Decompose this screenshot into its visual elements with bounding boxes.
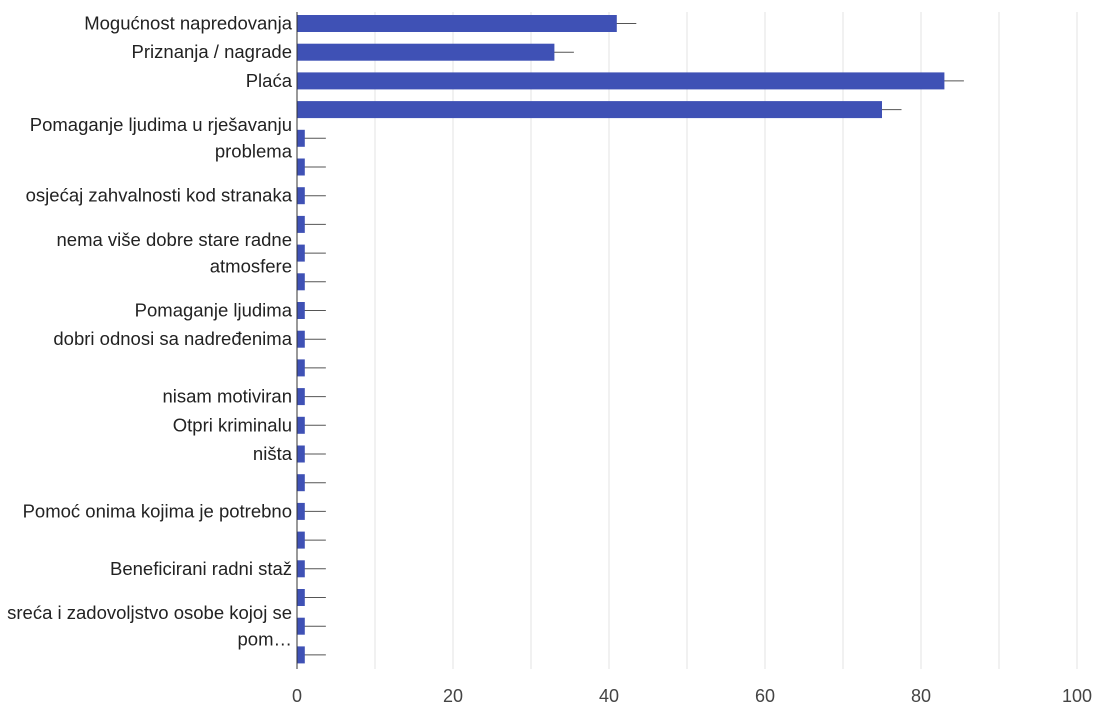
category-label: Pomoć onima kojima je potrebno [23,500,292,521]
bar [297,330,305,348]
bar [297,560,305,578]
bar [297,187,305,205]
bar [297,302,305,319]
bar [297,158,305,176]
category-label: Mogućnost napredovanja [84,13,292,34]
x-tick-label: 0 [292,686,302,706]
category-label: Otpri kriminalu [173,414,292,435]
bar [297,15,617,32]
bar [297,129,305,147]
category-label: dobri odnosi sa nadređenima [53,328,292,349]
bar [297,101,882,119]
category-label: Pomaganje ljudima [135,300,293,321]
bar [297,617,305,635]
bar [297,646,305,664]
category-labels: Mogućnost napredovanja Priznanja / nagrad… [7,13,293,650]
x-tick-label: 40 [599,686,619,706]
bar [297,273,305,291]
bar [297,244,305,262]
category-label: Priznanja / nagrade [132,41,292,62]
bar [297,445,305,463]
x-tick-label: 80 [911,686,931,706]
category-label: Beneficirani radni staž [110,558,292,579]
gridlines [374,12,1078,669]
bar [297,215,305,233]
x-tick-label: 20 [443,686,463,706]
category-label: Plaća [246,70,293,91]
category-label: nisam motiviran [162,386,292,407]
bar [297,43,555,61]
bars [297,15,945,664]
x-tick-labels: 0 20 40 60 80 100 [292,686,1092,706]
category-label: sreća i zadovoljstvo osobe kojoj se pom… [7,602,292,650]
bar [297,531,305,549]
category-label: nema više dobre stare radne atmosfere [57,229,293,277]
x-tick-label: 100 [1062,686,1092,706]
bar [297,388,305,406]
bar [297,72,945,90]
bar [297,502,305,520]
category-label: ništa [253,443,293,464]
bar [297,589,305,606]
error-bars [297,23,964,656]
x-tick-label: 60 [755,686,775,706]
category-label: osjećaj zahvalnosti kod stranaka [26,185,293,206]
bar [297,416,305,434]
category-label: Pomaganje ljudima u rješavanju problema [30,114,293,162]
bar [297,474,305,492]
bar [297,359,305,377]
